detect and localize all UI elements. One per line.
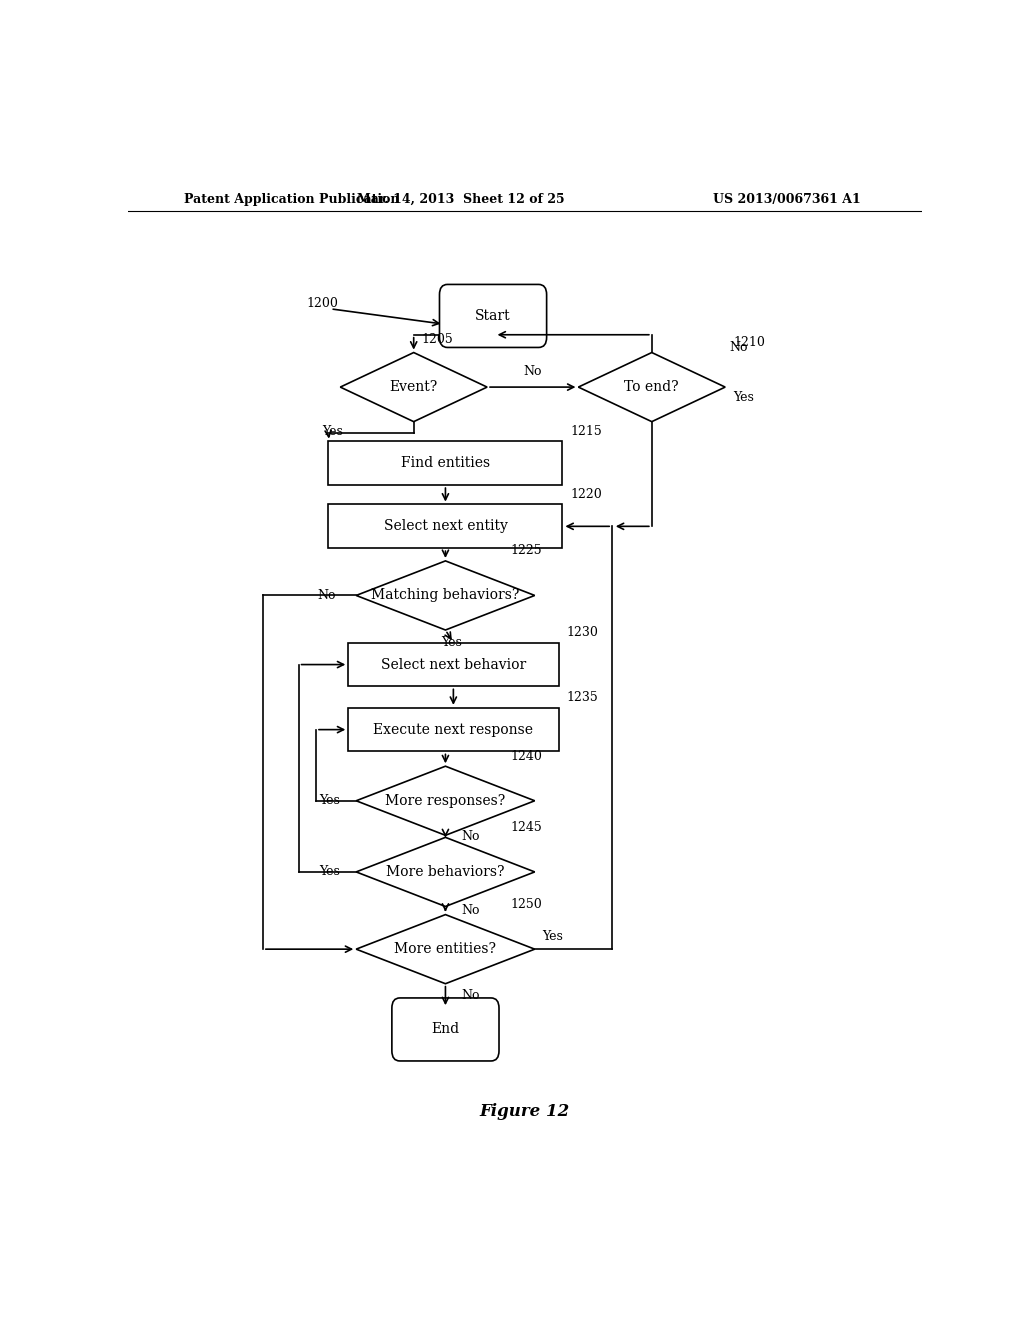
Text: Select next entity: Select next entity bbox=[384, 519, 507, 533]
Bar bbox=[329, 504, 562, 548]
Text: Patent Application Publication: Patent Application Publication bbox=[183, 193, 399, 206]
Text: 1250: 1250 bbox=[511, 898, 543, 911]
Text: Matching behaviors?: Matching behaviors? bbox=[372, 589, 519, 602]
Text: 1205: 1205 bbox=[422, 333, 454, 346]
Bar bbox=[329, 441, 562, 486]
Text: Figure 12: Figure 12 bbox=[479, 1104, 570, 1121]
Text: 1225: 1225 bbox=[511, 544, 543, 557]
Text: No: No bbox=[729, 341, 748, 354]
Text: No: No bbox=[462, 904, 480, 917]
Polygon shape bbox=[356, 915, 535, 983]
FancyBboxPatch shape bbox=[439, 284, 547, 347]
Bar bbox=[348, 708, 558, 751]
Text: Find entities: Find entities bbox=[400, 457, 490, 470]
Text: Yes: Yes bbox=[322, 425, 343, 438]
Polygon shape bbox=[579, 352, 725, 421]
Text: 1220: 1220 bbox=[570, 488, 602, 500]
Text: 1215: 1215 bbox=[570, 425, 602, 438]
FancyBboxPatch shape bbox=[392, 998, 499, 1061]
Text: Yes: Yes bbox=[733, 391, 754, 404]
Text: Mar. 14, 2013  Sheet 12 of 25: Mar. 14, 2013 Sheet 12 of 25 bbox=[357, 193, 565, 206]
Text: Yes: Yes bbox=[441, 636, 463, 648]
Text: No: No bbox=[317, 589, 336, 602]
Text: 1240: 1240 bbox=[511, 750, 543, 763]
Text: No: No bbox=[462, 830, 480, 843]
Text: Event?: Event? bbox=[389, 380, 438, 395]
Bar bbox=[348, 643, 558, 686]
Text: US 2013/0067361 A1: US 2013/0067361 A1 bbox=[713, 193, 860, 206]
Text: 1200: 1200 bbox=[306, 297, 339, 310]
Text: More behaviors?: More behaviors? bbox=[386, 865, 505, 879]
Text: No: No bbox=[523, 366, 542, 379]
Text: Yes: Yes bbox=[543, 931, 563, 944]
Polygon shape bbox=[356, 766, 535, 836]
Text: 1235: 1235 bbox=[566, 692, 598, 704]
Polygon shape bbox=[356, 837, 535, 907]
Text: End: End bbox=[431, 1023, 460, 1036]
Text: More entities?: More entities? bbox=[394, 942, 497, 956]
Text: To end?: To end? bbox=[625, 380, 679, 395]
Text: 1210: 1210 bbox=[733, 335, 765, 348]
Polygon shape bbox=[356, 561, 535, 630]
Polygon shape bbox=[340, 352, 487, 421]
Text: Yes: Yes bbox=[319, 866, 340, 878]
Text: 1245: 1245 bbox=[511, 821, 543, 834]
Text: Start: Start bbox=[475, 309, 511, 323]
Text: More responses?: More responses? bbox=[385, 793, 506, 808]
Text: 1230: 1230 bbox=[566, 626, 598, 639]
Text: Select next behavior: Select next behavior bbox=[381, 657, 526, 672]
Text: Execute next response: Execute next response bbox=[374, 722, 534, 737]
Text: No: No bbox=[462, 990, 480, 1002]
Text: Yes: Yes bbox=[319, 795, 340, 808]
